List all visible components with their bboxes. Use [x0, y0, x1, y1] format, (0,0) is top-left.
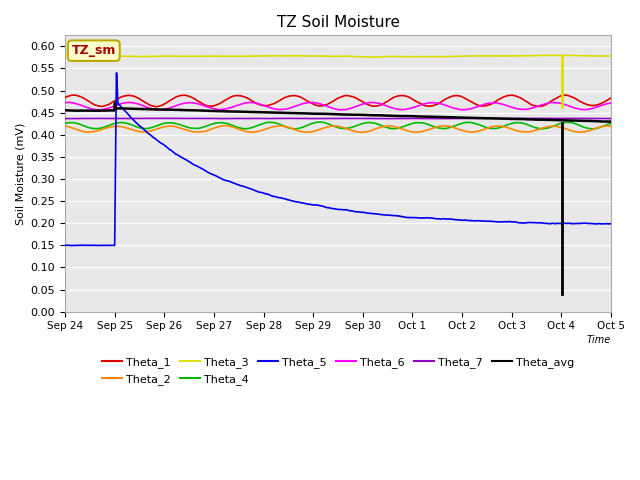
Text: Time: Time: [587, 335, 611, 345]
Legend: Theta_1, Theta_2, Theta_3, Theta_4, Theta_5, Theta_6, Theta_7, Theta_avg: Theta_1, Theta_2, Theta_3, Theta_4, Thet…: [97, 353, 579, 389]
Title: TZ Soil Moisture: TZ Soil Moisture: [276, 15, 399, 30]
Y-axis label: Soil Moisture (mV): Soil Moisture (mV): [15, 122, 25, 225]
Text: TZ_sm: TZ_sm: [72, 44, 116, 57]
